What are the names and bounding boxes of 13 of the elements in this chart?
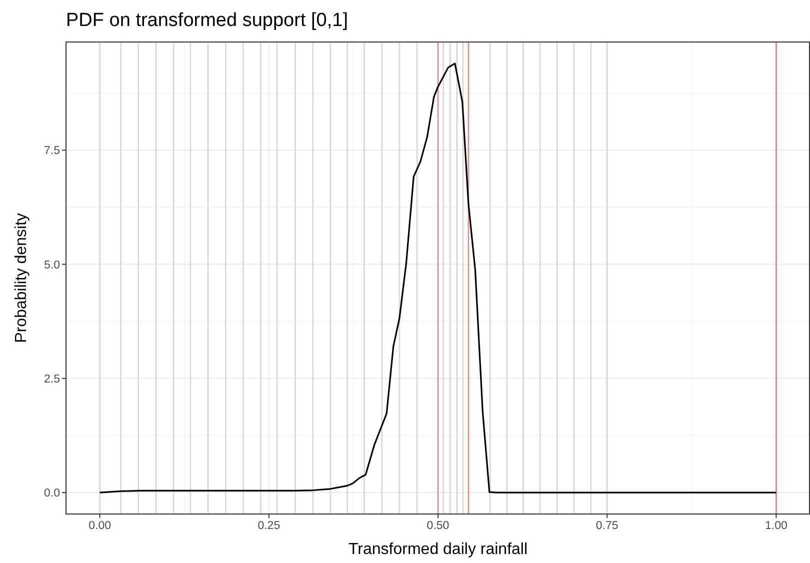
y-tick-label: 2.5 <box>44 373 60 386</box>
x-tick-label: 0.75 <box>596 520 618 532</box>
y-tick-label: 0.0 <box>44 488 60 500</box>
y-tick-label: 5.0 <box>44 259 60 272</box>
x-tick-label: 0.50 <box>426 520 450 532</box>
x-tick-label: 0.00 <box>88 520 112 532</box>
x-tick-label: 1.00 <box>764 520 788 532</box>
y-tick-label: 7.5 <box>44 145 60 158</box>
x-tick-label: 0.25 <box>258 520 280 532</box>
x-axis-title: Transformed daily rainfall <box>348 541 528 558</box>
line-series <box>99 62 777 494</box>
chart-title: PDF on transformed support [0,1] <box>66 10 348 31</box>
y-axis-title: Probability density <box>13 213 30 343</box>
